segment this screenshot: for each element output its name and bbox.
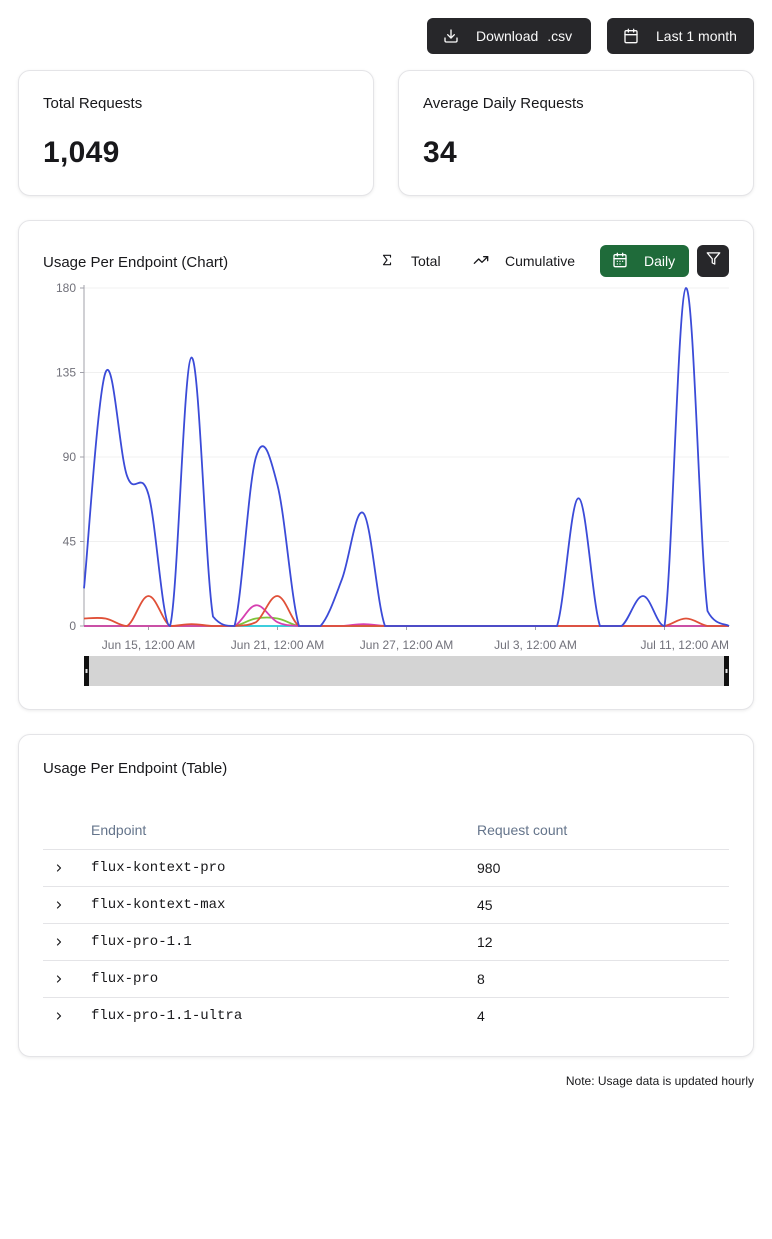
daily-toggle[interactable]: Daily bbox=[600, 245, 689, 277]
x-tick-label: Jun 27, 12:00 AM bbox=[360, 638, 453, 652]
total-toggle-label: Total bbox=[411, 253, 441, 269]
endpoint-cell: flux-pro bbox=[91, 971, 159, 987]
endpoint-cell: flux-pro-1.1-ultra bbox=[91, 1008, 243, 1024]
table-row[interactable]: flux-pro 8 bbox=[43, 961, 729, 998]
request-count-cell: 4 bbox=[477, 1008, 485, 1024]
column-header-endpoint[interactable]: Endpoint bbox=[91, 822, 147, 838]
x-tick-label: Jun 21, 12:00 AM bbox=[231, 638, 324, 652]
table-header: Endpoint Request count bbox=[43, 815, 729, 850]
download-csv-button[interactable]: Download .csv bbox=[427, 18, 591, 54]
filter-icon bbox=[706, 251, 721, 271]
x-tick-label: Jul 11, 12:00 AM bbox=[641, 638, 730, 652]
stat-value: 1,049 bbox=[43, 136, 120, 169]
download-label: Download bbox=[476, 28, 539, 44]
stat-value: 34 bbox=[423, 136, 457, 169]
chevron-right-icon[interactable] bbox=[53, 935, 65, 951]
table-row[interactable]: flux-pro-1.1 12 bbox=[43, 924, 729, 961]
table-row[interactable]: flux-pro-1.1-ultra 4 bbox=[43, 998, 729, 1035]
range-brush bbox=[84, 656, 729, 686]
date-range-label: Last 1 month bbox=[656, 28, 737, 44]
endpoint-cell: flux-pro-1.1 bbox=[91, 934, 192, 950]
chevron-right-icon[interactable] bbox=[53, 861, 65, 877]
y-tick-label: 0 bbox=[69, 619, 76, 633]
endpoint-cell: flux-kontext-max bbox=[91, 897, 226, 913]
y-tick-label: 90 bbox=[63, 450, 77, 464]
table-row[interactable]: flux-kontext-max 45 bbox=[43, 887, 729, 924]
total-requests-card: Total Requests 1,049 bbox=[18, 70, 374, 196]
y-tick-label: 180 bbox=[56, 281, 76, 295]
column-header-request-count[interactable]: Request count bbox=[477, 822, 568, 838]
series-line bbox=[83, 595, 729, 627]
x-tick-label: Jun 15, 12:00 AM bbox=[102, 638, 195, 652]
usage-line-chart: 0 45 90 135 180 Jun 15, 12:00 AM Jun 21, 12:00… bbox=[56, 281, 730, 686]
total-toggle[interactable]: Total bbox=[375, 245, 453, 277]
request-count-cell: 12 bbox=[477, 934, 493, 950]
date-range-button[interactable]: Last 1 month bbox=[607, 18, 754, 54]
endpoint-cell: flux-kontext-pro bbox=[91, 860, 226, 876]
average-daily-requests-card: Average Daily Requests 34 bbox=[398, 70, 754, 196]
request-count-cell: 8 bbox=[477, 971, 485, 987]
table-card-title: Usage Per Endpoint (Table) bbox=[43, 760, 228, 777]
usage-chart-card: Usage Per Endpoint (Chart) Total Cumulat… bbox=[18, 220, 754, 710]
calendar-icon bbox=[623, 28, 639, 44]
chart-card-title: Usage Per Endpoint (Chart) bbox=[43, 254, 229, 271]
series-line bbox=[83, 287, 730, 627]
calendar-icon bbox=[612, 252, 628, 271]
chevron-right-icon[interactable] bbox=[53, 1009, 65, 1025]
handle-grip bbox=[85, 669, 88, 673]
sigma-icon bbox=[380, 253, 394, 270]
chevron-right-icon[interactable] bbox=[53, 972, 65, 988]
cumulative-toggle[interactable]: Cumulative bbox=[469, 245, 589, 277]
download-extension: .csv bbox=[547, 28, 573, 44]
table-row[interactable]: flux-kontext-pro 980 bbox=[43, 850, 729, 887]
y-tick-label: 135 bbox=[56, 366, 76, 380]
request-count-cell: 45 bbox=[477, 897, 493, 913]
chevron-right-icon[interactable] bbox=[53, 898, 65, 914]
download-icon bbox=[443, 28, 459, 44]
daily-toggle-label: Daily bbox=[644, 253, 676, 269]
y-tick-label: 45 bbox=[63, 535, 77, 549]
footer-note: Note: Usage data is updated hourly bbox=[565, 1074, 754, 1088]
trending-up-icon bbox=[473, 252, 489, 271]
request-count-cell: 980 bbox=[477, 860, 501, 876]
handle-grip bbox=[725, 669, 728, 673]
usage-table-card: Usage Per Endpoint (Table) Endpoint Requ… bbox=[18, 734, 754, 1057]
x-tick-label: Jul 3, 12:00 AM bbox=[494, 638, 577, 652]
stat-title: Average Daily Requests bbox=[423, 95, 584, 112]
cumulative-toggle-label: Cumulative bbox=[505, 253, 576, 269]
filter-button[interactable] bbox=[697, 245, 729, 277]
stat-title: Total Requests bbox=[43, 95, 143, 112]
